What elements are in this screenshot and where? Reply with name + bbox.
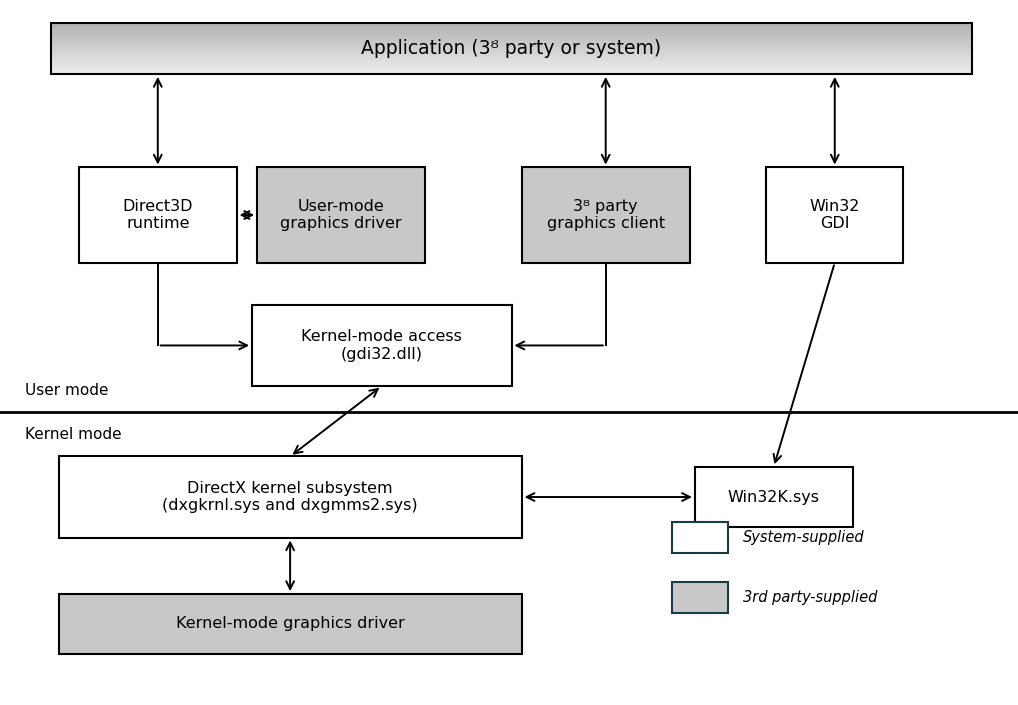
Bar [51, 30, 972, 31]
Bar [51, 45, 972, 46]
Bar [51, 52, 972, 53]
Text: Direct3D
runtime: Direct3D runtime [122, 199, 193, 231]
Bar [672, 522, 728, 553]
Bar [51, 28, 972, 29]
Bar [51, 56, 972, 57]
Bar [51, 40, 972, 41]
Bar [521, 167, 689, 262]
Bar [51, 43, 972, 44]
Bar [51, 48, 972, 49]
Bar [51, 63, 972, 64]
Text: User-mode
graphics driver: User-mode graphics driver [280, 199, 402, 231]
Text: User mode: User mode [25, 384, 109, 398]
Text: 3ᴽ party
graphics client: 3ᴽ party graphics client [547, 199, 665, 231]
Bar [251, 305, 511, 386]
Bar [51, 35, 972, 36]
Text: 3rd party-supplied: 3rd party-supplied [743, 590, 878, 605]
Bar [51, 66, 972, 67]
Bar [51, 25, 972, 26]
Bar [51, 33, 972, 35]
Bar [51, 27, 972, 28]
Bar [51, 62, 972, 63]
Bar [51, 41, 972, 42]
Bar [51, 59, 972, 60]
Bar [51, 24, 972, 25]
Bar [51, 61, 972, 62]
Bar [51, 47, 972, 48]
Bar [51, 73, 972, 74]
Bar [51, 36, 972, 37]
Text: System-supplied: System-supplied [743, 530, 864, 545]
Bar [51, 71, 972, 73]
Bar [694, 467, 853, 527]
Bar [51, 68, 972, 69]
Text: Win32K.sys: Win32K.sys [728, 489, 819, 505]
Bar [51, 23, 972, 24]
Bar [257, 167, 426, 262]
Bar [51, 26, 972, 27]
Bar [51, 37, 972, 39]
Text: Kernel-mode access
(gdi32.dll): Kernel-mode access (gdi32.dll) [301, 329, 462, 362]
Bar [58, 457, 521, 537]
Bar [51, 46, 972, 47]
Bar [51, 29, 972, 30]
Bar [51, 39, 972, 40]
Bar [51, 51, 972, 52]
Bar [51, 49, 972, 50]
Text: Application (3ᴽ party or system): Application (3ᴽ party or system) [361, 39, 662, 58]
Bar [51, 70, 972, 71]
Bar [78, 167, 236, 262]
Bar [51, 53, 972, 54]
Text: Win32
GDI: Win32 GDI [809, 199, 860, 231]
Text: Kernel mode: Kernel mode [25, 427, 122, 441]
Bar [51, 57, 972, 58]
Bar [51, 65, 972, 66]
Bar [766, 167, 903, 262]
Bar [51, 69, 972, 70]
Bar [51, 42, 972, 43]
Bar [51, 67, 972, 68]
Bar [58, 594, 521, 654]
Bar [51, 50, 972, 51]
Bar [51, 32, 972, 33]
Bar [51, 54, 972, 56]
Bar [51, 58, 972, 59]
Bar [51, 31, 972, 32]
Bar [672, 582, 728, 613]
Text: Kernel-mode graphics driver: Kernel-mode graphics driver [176, 616, 404, 632]
Text: DirectX kernel subsystem
(dxgkrnl.sys and dxgmms2.sys): DirectX kernel subsystem (dxgkrnl.sys an… [162, 481, 418, 513]
Bar [51, 23, 972, 74]
Bar [51, 44, 972, 45]
Bar [51, 64, 972, 65]
Bar [51, 60, 972, 61]
